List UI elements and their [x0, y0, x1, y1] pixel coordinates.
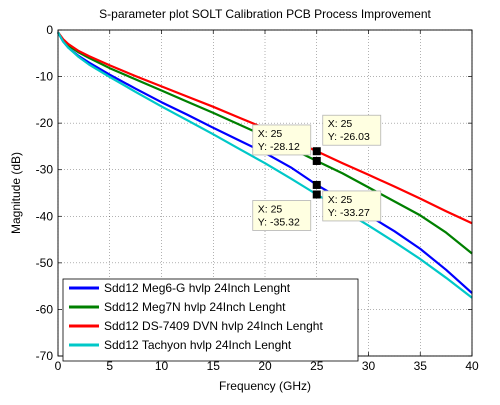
datatip-marker: [312, 147, 321, 156]
datatip-box: [252, 124, 312, 156]
y-tick-label: -50: [36, 256, 54, 270]
series-line-2: [57, 31, 473, 255]
x-tick-label: 15: [207, 359, 221, 373]
datatip[interactable]: X: 25Y: -35.32: [252, 200, 312, 231]
legend-label-4: Sdd12 Tachyon hvlp 24Inch Lenght: [104, 338, 292, 352]
datatip-y-text: Y: -28.12: [258, 141, 300, 153]
datatip-box: [252, 200, 312, 231]
legend-box: [62, 278, 359, 362]
x-tick-label: 10: [155, 359, 169, 373]
datatip-x-text: X: 25: [258, 128, 283, 140]
x-tick-label: 40: [465, 359, 479, 373]
x-tick-label: 5: [106, 359, 113, 373]
y-tick-label: -30: [36, 163, 54, 177]
datatip-y-text: Y: -26.03: [328, 131, 370, 143]
datatip-x-text: X: 25: [258, 203, 283, 215]
datatip-box: [322, 114, 382, 146]
datatip-box: [322, 190, 382, 222]
legend-label-1: Sdd12 Meg6-G hvlp 24Inch Lenght: [104, 281, 291, 295]
datatip-marker: [312, 156, 321, 165]
legend-label-2: Sdd12 Meg7N hvlp 24Inch Lenght: [104, 300, 286, 314]
legend-label-3: Sdd12 DS-7409 DVN hvlp 24Inch Lenght: [104, 319, 323, 333]
datatip[interactable]: X: 25Y: -26.03: [322, 114, 382, 146]
x-tick-label: 20: [258, 359, 272, 373]
datatip-y-text: Y: -35.32: [258, 216, 300, 228]
y-tick-label: -40: [36, 209, 54, 223]
y-axis-label: Magnitude (dB): [9, 152, 23, 234]
datatip[interactable]: X: 25Y: -33.27: [322, 190, 382, 222]
series-line-4: [57, 31, 473, 299]
y-tick-label: -20: [36, 116, 54, 130]
datatip-marker: [312, 190, 321, 199]
datatip-x-text: X: 25: [328, 118, 353, 130]
datatip-y-text: Y: -33.27: [328, 207, 370, 219]
y-tick-label: -10: [36, 70, 54, 84]
x-tick-label: 0: [55, 359, 62, 373]
x-tick-label: 35: [414, 359, 428, 373]
datatip-x-text: X: 25: [328, 194, 353, 206]
y-tick-label: 0: [46, 23, 53, 37]
series-line-3: [57, 31, 473, 225]
x-axis-label: Frequency (GHz): [219, 379, 311, 393]
y-tick-label: -60: [36, 302, 54, 316]
datatip[interactable]: X: 25Y: -28.12: [252, 124, 312, 156]
y-tick-label: -70: [36, 349, 54, 363]
chart-title: S-parameter plot SOLT Calibration PCB Pr…: [99, 7, 431, 21]
x-tick-label: 30: [362, 359, 376, 373]
datatip-marker: [312, 180, 321, 189]
x-tick-label: 25: [310, 359, 324, 373]
